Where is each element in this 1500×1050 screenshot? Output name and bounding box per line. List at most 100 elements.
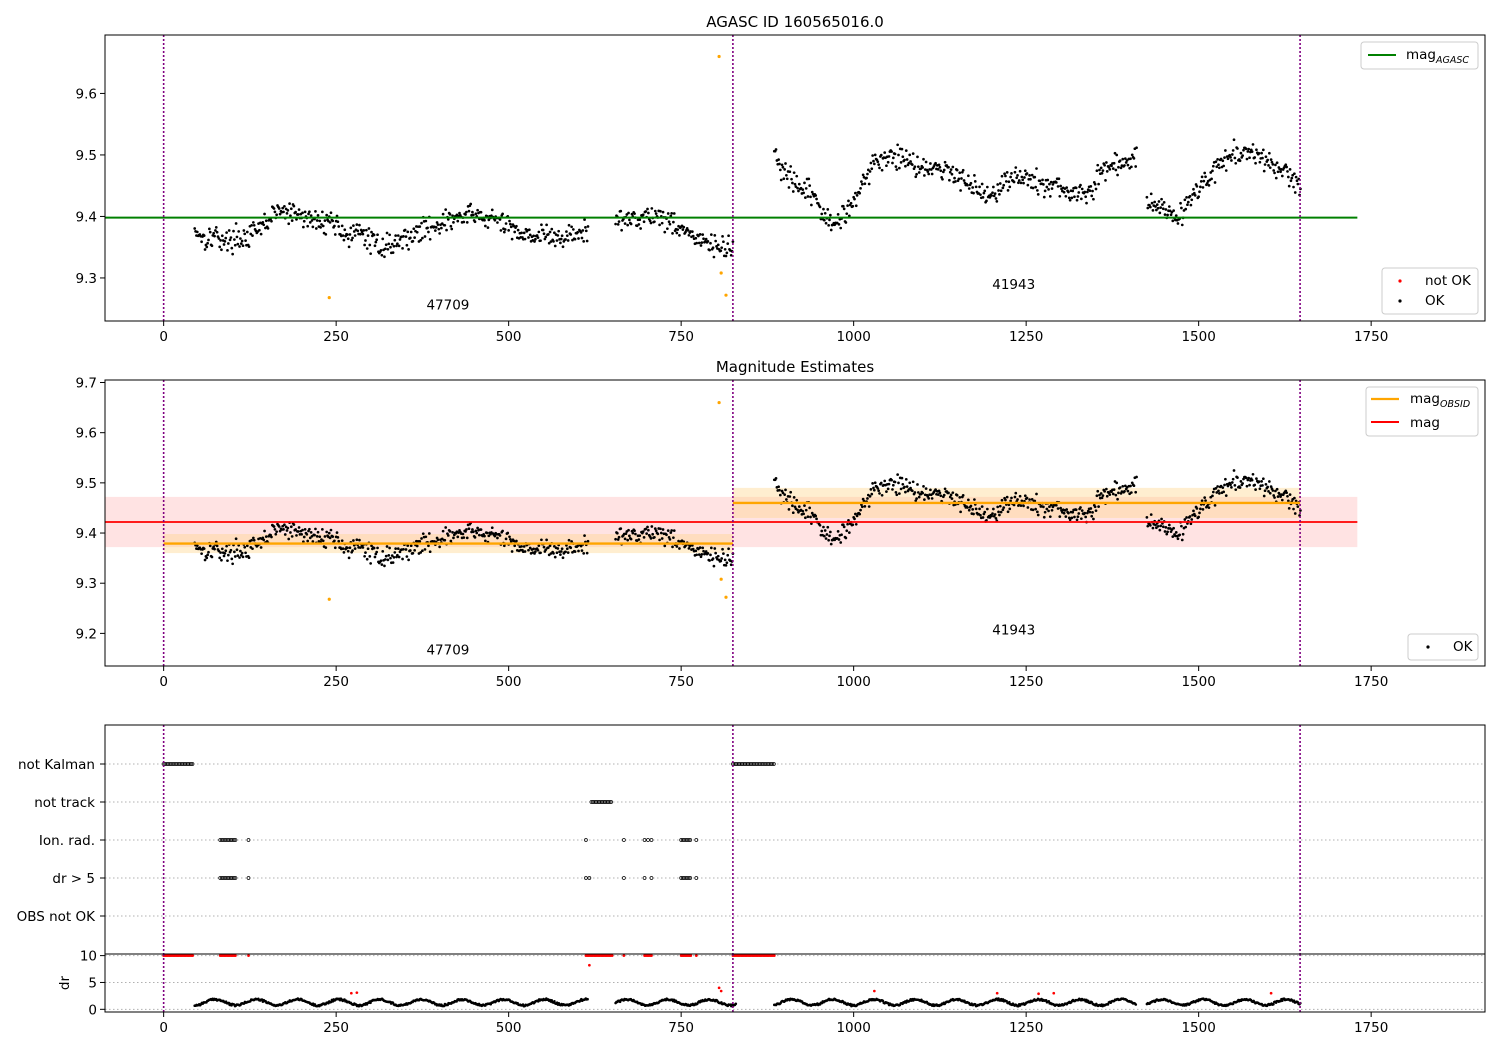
ok-point bbox=[1172, 526, 1175, 530]
ok-point bbox=[1004, 498, 1007, 502]
dr-ok-point bbox=[550, 998, 554, 1002]
ok-point bbox=[1164, 525, 1168, 529]
ok-point bbox=[840, 533, 843, 537]
ok-point bbox=[273, 527, 277, 531]
ok-point bbox=[669, 531, 673, 534]
ok-point bbox=[715, 245, 718, 248]
ok-point bbox=[373, 244, 377, 248]
ok-point bbox=[1215, 491, 1219, 494]
ok-point bbox=[383, 564, 386, 568]
ok-point bbox=[471, 528, 474, 531]
ok-point bbox=[346, 546, 349, 550]
ok-point bbox=[665, 533, 668, 537]
ok-point bbox=[1174, 214, 1178, 217]
ok-point bbox=[929, 162, 932, 165]
ok-point bbox=[967, 174, 970, 178]
ok-point bbox=[1153, 200, 1157, 204]
ok-point bbox=[387, 242, 391, 246]
ok-point bbox=[1170, 210, 1174, 214]
ok-point bbox=[896, 473, 899, 476]
ok-point bbox=[868, 170, 872, 173]
ok-point bbox=[363, 554, 366, 558]
ok-point bbox=[822, 207, 825, 211]
ok-point bbox=[1166, 213, 1169, 217]
ok-point bbox=[1042, 195, 1046, 199]
ok-point bbox=[486, 226, 490, 229]
ok-point bbox=[249, 232, 253, 236]
ok-point bbox=[725, 561, 729, 565]
ok-point bbox=[653, 535, 656, 539]
ok-point bbox=[366, 547, 370, 551]
ok-point bbox=[1238, 159, 1242, 163]
ok-point bbox=[328, 221, 332, 224]
ok-point bbox=[641, 213, 645, 217]
ok-point bbox=[704, 550, 708, 553]
flag-point bbox=[190, 762, 195, 766]
ok-point bbox=[1126, 163, 1130, 167]
ok-point bbox=[1274, 163, 1277, 167]
ok-point bbox=[1092, 517, 1095, 521]
ok-point bbox=[437, 227, 441, 231]
dr-not-ok-point bbox=[873, 989, 876, 993]
ok-point bbox=[985, 185, 989, 189]
ok-point bbox=[1103, 489, 1106, 493]
ok-point bbox=[939, 494, 943, 498]
ok-point bbox=[998, 192, 1001, 196]
ok-point bbox=[1080, 187, 1084, 191]
ok-point bbox=[1026, 506, 1030, 509]
ok-point bbox=[427, 230, 430, 234]
ok-point bbox=[1028, 498, 1031, 501]
ok-point bbox=[384, 243, 388, 247]
ok-point bbox=[383, 558, 387, 561]
ok-point bbox=[1231, 149, 1235, 152]
ok-point bbox=[1288, 168, 1292, 171]
ok-point bbox=[794, 185, 798, 188]
ok-point bbox=[372, 546, 376, 550]
ok-point bbox=[1113, 151, 1117, 155]
ok-point bbox=[847, 214, 851, 218]
ok-point bbox=[281, 206, 285, 210]
ok-point bbox=[1042, 515, 1046, 519]
ok-point bbox=[670, 212, 674, 215]
ok-point bbox=[214, 229, 217, 232]
ok-point bbox=[1117, 491, 1120, 495]
ok-point bbox=[571, 228, 575, 231]
dr-not-ok-point bbox=[719, 989, 723, 993]
ok-point bbox=[292, 204, 296, 208]
ok-point bbox=[509, 225, 513, 229]
ok-point bbox=[729, 253, 733, 257]
ok-point bbox=[1033, 499, 1037, 503]
ok-point bbox=[1179, 201, 1182, 205]
ok-point bbox=[1156, 524, 1160, 528]
ok-point bbox=[390, 554, 394, 557]
ok-point bbox=[1084, 195, 1088, 199]
ok-point bbox=[1286, 494, 1289, 498]
ok-point bbox=[879, 153, 883, 157]
ok-point bbox=[1021, 178, 1025, 182]
ok-point bbox=[923, 174, 926, 177]
ok-point bbox=[318, 219, 322, 223]
x-tick-label: 1250 bbox=[1009, 329, 1043, 345]
ok-point bbox=[785, 498, 788, 501]
ok-point bbox=[352, 539, 355, 542]
ok-point bbox=[930, 172, 934, 176]
ok-point bbox=[1114, 168, 1118, 172]
ok-point bbox=[329, 211, 333, 215]
ok-point bbox=[806, 515, 810, 519]
ok-point bbox=[883, 479, 887, 483]
ok-point bbox=[1097, 182, 1100, 186]
ok-point bbox=[1214, 160, 1218, 164]
ok-point bbox=[476, 526, 479, 530]
ok-point bbox=[1200, 499, 1204, 503]
ok-point bbox=[461, 532, 465, 536]
ok-point bbox=[539, 551, 542, 555]
ok-point bbox=[628, 218, 631, 222]
ok-point bbox=[418, 539, 422, 543]
ok-point bbox=[1056, 507, 1060, 510]
ok-point bbox=[315, 219, 319, 222]
ok-point bbox=[948, 495, 952, 499]
ok-point bbox=[471, 210, 474, 214]
ok-point bbox=[1062, 511, 1066, 515]
ok-point bbox=[642, 220, 646, 224]
ok-point bbox=[993, 192, 997, 195]
